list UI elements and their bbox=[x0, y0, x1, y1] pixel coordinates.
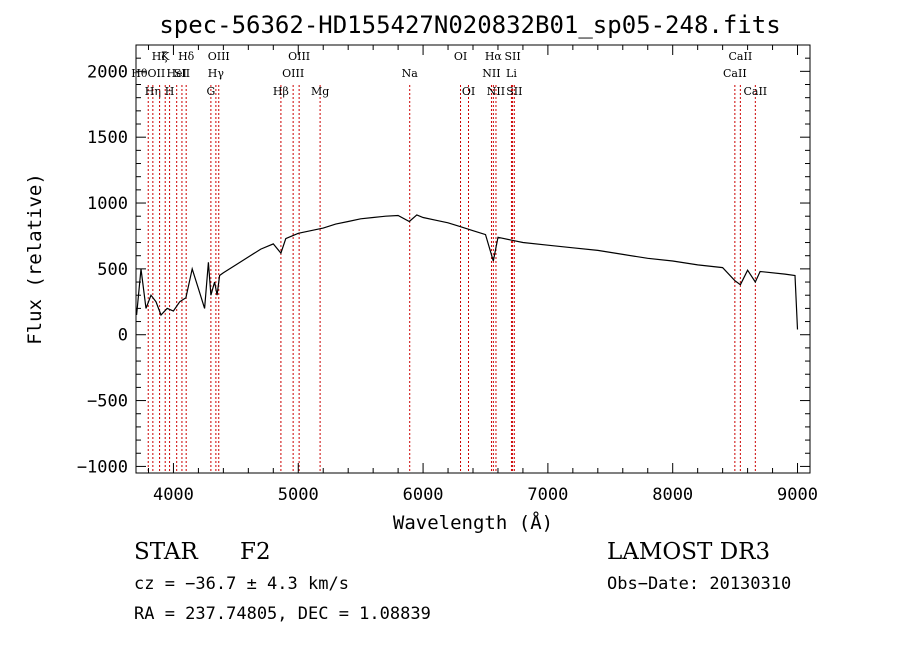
line-marker-label: Hγ bbox=[208, 67, 225, 80]
survey-name: LAMOST DR3 bbox=[607, 539, 770, 565]
line-marker-label: NII bbox=[482, 67, 500, 80]
observation-date: Obs−Date: 20130310 bbox=[607, 574, 791, 594]
line-marker-label: CaII bbox=[743, 85, 767, 98]
line-marker-label: Hη bbox=[145, 85, 161, 98]
x-axis: 4000 5000 6000 7000 8000 9000 bbox=[147, 45, 818, 505]
plot-frame bbox=[135, 44, 811, 474]
y-tick-label: 0 bbox=[118, 326, 128, 346]
line-marker-label: NII bbox=[487, 85, 505, 98]
x-tick-label: 4000 bbox=[153, 485, 194, 505]
line-marker-label: OIII bbox=[208, 50, 230, 63]
line-marker-label: CaII bbox=[723, 67, 747, 80]
series-line bbox=[136, 214, 799, 330]
line-marker-label: Mg bbox=[311, 85, 329, 98]
coordinates: RA = 237.74805, DEC = 1.08839 bbox=[134, 604, 431, 624]
y-tick-label: 2000 bbox=[87, 62, 128, 82]
line-marker-label: SII bbox=[174, 67, 190, 80]
y-axis-label: Flux (relative) bbox=[24, 173, 46, 345]
line-marker-label: OIII bbox=[282, 67, 304, 80]
line-marker-label: Li bbox=[506, 67, 517, 80]
x-tick-label: 5000 bbox=[278, 485, 319, 505]
line-marker-label: H bbox=[165, 85, 175, 98]
line-marker-label: SII bbox=[506, 85, 522, 98]
x-tick-label: 6000 bbox=[403, 485, 444, 505]
line-marker-label: CaII bbox=[729, 50, 753, 63]
line-marker-label: OIII bbox=[288, 50, 310, 63]
object-subclass: F2 bbox=[240, 539, 271, 565]
y-tick-label: −500 bbox=[87, 392, 128, 412]
x-tick-label: 7000 bbox=[527, 485, 568, 505]
spectrum-series bbox=[136, 214, 799, 330]
line-marker-label: Hα bbox=[485, 50, 503, 63]
y-tick-label: 1500 bbox=[87, 128, 128, 148]
line-marker-label: HθOII bbox=[131, 67, 165, 80]
line-marker-label: Na bbox=[402, 67, 419, 80]
y-axis: −1000 −500 0 500 1000 1500 2000 bbox=[77, 44, 810, 477]
x-tick-label: 9000 bbox=[777, 485, 818, 505]
line-marker-label: K bbox=[161, 50, 170, 63]
y-tick-label: −1000 bbox=[77, 457, 128, 477]
redshift-value: cz = −36.7 ± 4.3 km/s bbox=[134, 574, 349, 594]
line-marker-label: OI bbox=[462, 85, 475, 98]
object-class: STAR bbox=[134, 539, 198, 565]
y-tick-label: 500 bbox=[97, 260, 128, 280]
x-axis-label: Wavelength (Å) bbox=[393, 511, 553, 534]
line-marker-label: G bbox=[206, 85, 215, 98]
line-marker-label: SII bbox=[504, 50, 520, 63]
line-marker-label: Hδ bbox=[178, 50, 195, 63]
line-marker-label: OI bbox=[454, 50, 467, 63]
line-marker-label: Hβ bbox=[273, 85, 289, 98]
y-tick-label: 1000 bbox=[87, 194, 128, 214]
chart-title: spec-56362-HD155427N020832B01_sp05-248.f… bbox=[159, 11, 780, 39]
line-marker-label: HeI bbox=[166, 67, 186, 80]
line-marker-label: Hζ bbox=[152, 50, 168, 63]
x-tick-label: 8000 bbox=[652, 485, 693, 505]
line-markers: HθOII Hη HζK H HeI Hδ SII G Hγ OIII Hβ OIII OIII Mg Na… bbox=[131, 50, 767, 473]
